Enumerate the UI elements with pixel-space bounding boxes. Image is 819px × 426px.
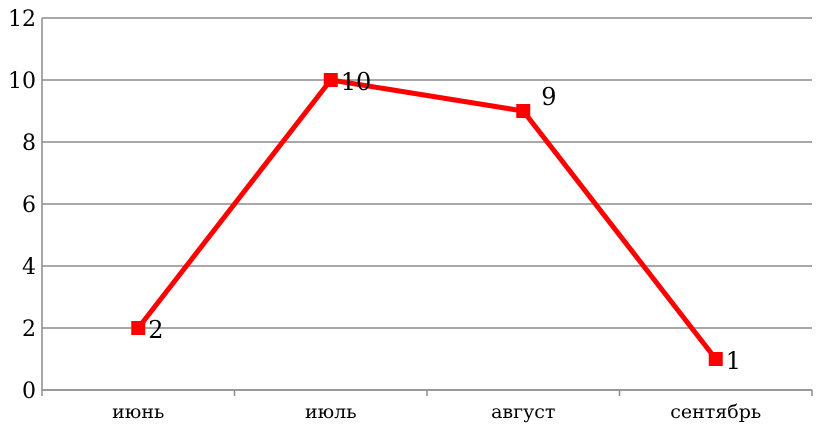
y-tick-label: 4: [22, 255, 36, 280]
data-label: 9: [541, 83, 556, 111]
y-tick-label: 6: [22, 193, 36, 218]
y-tick-label: 0: [22, 379, 36, 404]
y-tick-label: 12: [8, 7, 36, 32]
data-point-marker: [516, 104, 531, 118]
data-point-marker: [708, 352, 723, 366]
series: [131, 73, 723, 366]
data-label: 1: [726, 347, 741, 375]
y-axis-tick-labels: 0 2 4 6 8 10 12: [8, 7, 36, 404]
data-label: 2: [148, 316, 163, 344]
y-tick-label: 10: [8, 69, 36, 94]
x-category-label: июнь: [112, 401, 164, 423]
data-labels: 2 10 9 1: [148, 68, 741, 375]
x-axis-category-labels: июнь июль август сентябрь: [112, 401, 761, 423]
data-label: 10: [341, 68, 372, 96]
x-category-label: сентябрь: [670, 401, 761, 423]
data-point-marker: [131, 321, 146, 335]
series-line: [136, 77, 718, 361]
grid-lines: [42, 17, 812, 391]
x-category-label: август: [491, 401, 555, 423]
data-point-marker: [323, 73, 338, 87]
y-tick-label: 8: [22, 131, 36, 156]
axes: [41, 18, 813, 396]
x-category-label: июль: [305, 401, 357, 423]
y-tick-label: 2: [22, 317, 36, 342]
